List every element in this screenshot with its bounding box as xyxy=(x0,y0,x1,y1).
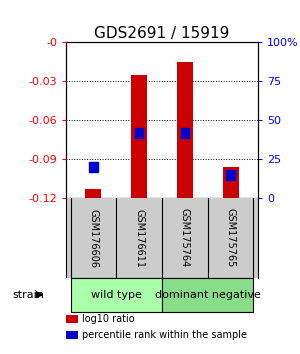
Bar xyxy=(181,128,189,138)
Bar xyxy=(131,75,147,198)
Text: dominant negative: dominant negative xyxy=(155,290,261,300)
Text: GSM175765: GSM175765 xyxy=(226,209,236,268)
Bar xyxy=(70,278,162,312)
Text: GSM175764: GSM175764 xyxy=(180,209,190,268)
Bar xyxy=(226,170,235,180)
Text: percentile rank within the sample: percentile rank within the sample xyxy=(82,330,247,339)
Text: strain: strain xyxy=(12,290,44,300)
Text: GSM176606: GSM176606 xyxy=(88,209,98,268)
Text: log10 ratio: log10 ratio xyxy=(82,314,135,324)
Bar xyxy=(162,278,254,312)
Bar xyxy=(89,162,98,172)
Bar xyxy=(135,128,143,138)
Text: wild type: wild type xyxy=(91,290,142,300)
Bar xyxy=(223,167,238,198)
Text: GSM176611: GSM176611 xyxy=(134,209,144,268)
Bar xyxy=(177,62,193,198)
Bar xyxy=(85,189,101,198)
Title: GDS2691 / 15919: GDS2691 / 15919 xyxy=(94,26,230,41)
